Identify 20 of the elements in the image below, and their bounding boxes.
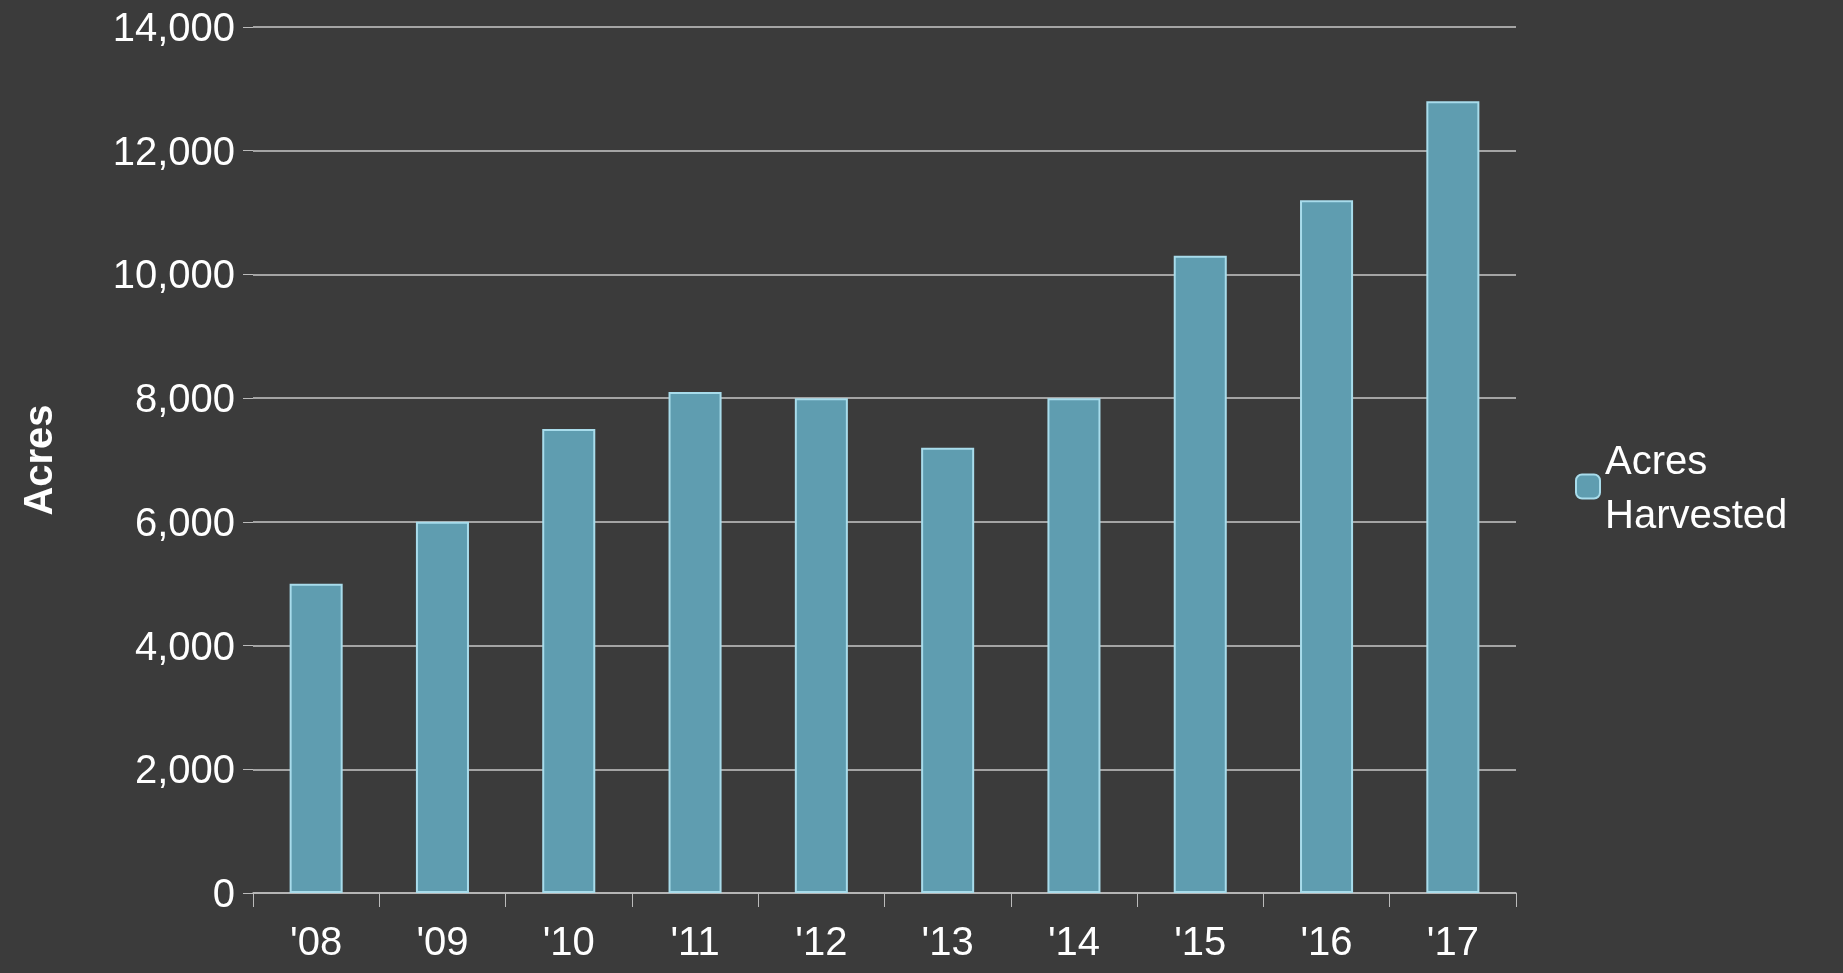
- y-tick-label: 0: [212, 871, 235, 915]
- x-tick-label: '12: [795, 919, 848, 963]
- x-tick-label: '17: [1426, 919, 1479, 963]
- x-tick-label: '13: [921, 919, 974, 963]
- x-tick-label: '08: [290, 919, 343, 963]
- x-tick-label: '09: [416, 919, 469, 963]
- y-tick-label: 6,000: [134, 499, 235, 544]
- x-tick-label: '15: [1174, 919, 1227, 963]
- x-tick-label: '16: [1300, 919, 1353, 963]
- y-tick-label: 10,000: [112, 252, 235, 297]
- x-tick-label: '14: [1047, 919, 1101, 963]
- x-tick-label: '11: [670, 919, 720, 963]
- y-tick-label: 8,000: [134, 376, 235, 421]
- y-tick-label: 2,000: [134, 747, 235, 792]
- x-tick-label: '10: [542, 919, 595, 963]
- y-tick-label: 4,000: [134, 623, 235, 668]
- y-tick-label: 14,000: [112, 5, 235, 49]
- legend-label: Acres Harvested: [1605, 437, 1788, 536]
- y-axis-title: Acres: [16, 404, 60, 516]
- y-tick-label: 12,000: [112, 128, 235, 173]
